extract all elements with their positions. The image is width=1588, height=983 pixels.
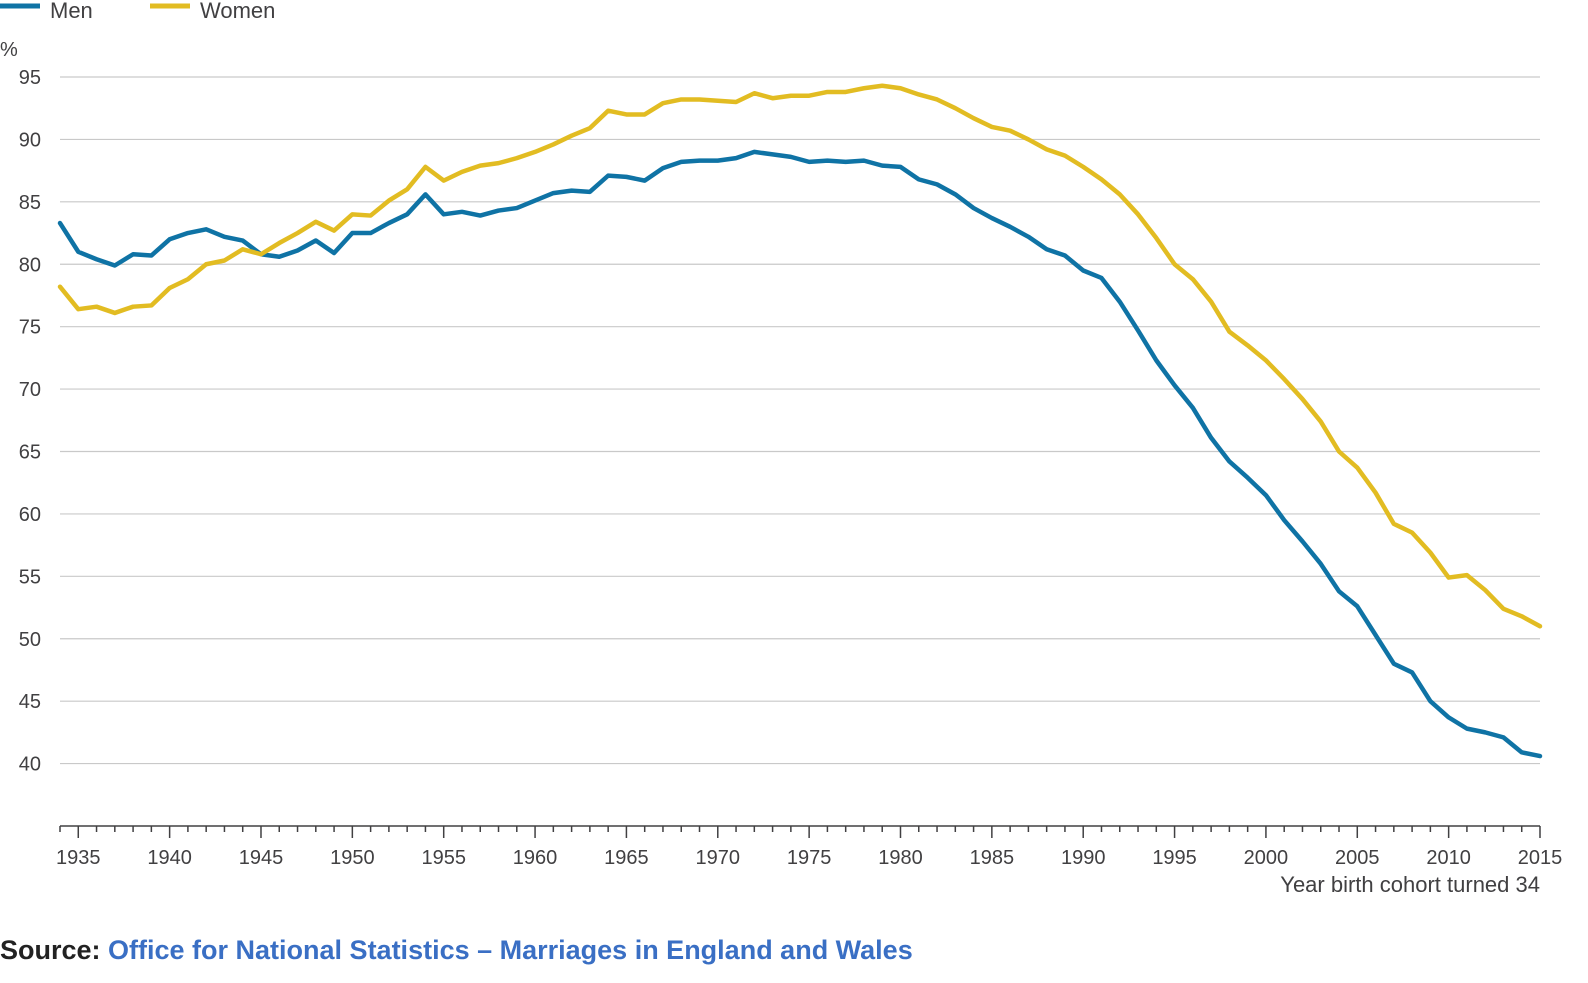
x-axis-title: Year birth cohort turned 34 [1280,872,1540,897]
y-tick-label: 60 [19,504,41,526]
x-tick-label: 2015 [1518,847,1563,869]
x-tick-label: 1950 [330,847,375,869]
x-tick-label: 1970 [696,847,741,869]
series-line-men [57,149,1543,759]
x-tick-label: 1940 [147,847,192,869]
legend-label-men: Men [50,0,93,23]
legend: Men Women [0,0,275,23]
x-tick-label: 1960 [513,847,558,869]
x-tick-label: 1955 [421,847,466,869]
x-tick-label: 1995 [1152,847,1197,869]
series-lines [57,83,1543,759]
x-tick-label: 1990 [1061,847,1106,869]
y-tick-label: 65 [19,442,41,464]
gridlines [60,76,1540,765]
y-axis-unit-label: % [0,39,18,61]
y-tick-label: 70 [19,379,41,401]
y-tick-label: 40 [19,754,41,776]
y-tick-label: 75 [19,317,41,339]
x-tick-label: 2010 [1426,847,1471,869]
y-tick-label: 80 [19,254,41,276]
line-chart: Men Women % 40 45 50 55 60 65 70 75 80 85 90 95 1935… [0,0,1563,897]
x-tick-label: 2005 [1335,847,1380,869]
y-tick-label: 45 [19,691,41,713]
source-credit: Source: Office for National Statistics –… [0,935,913,966]
source-prefix: Source: [0,935,109,965]
x-tick-label: 2000 [1244,847,1289,869]
x-tick-label: 1980 [878,847,923,869]
x-tick-label: 1985 [970,847,1015,869]
y-tick-label: 50 [19,629,41,651]
x-tick-label: 1965 [604,847,649,869]
x-tick-label: 1945 [239,847,284,869]
x-axis: 1935 1940 1945 1950 1955 1960 1965 1970 1975 1980… [56,825,1563,869]
legend-label-women: Women [200,0,275,23]
source-link[interactable]: Office for National Statistics – Marriag… [108,935,913,965]
y-tick-label: 95 [19,67,41,89]
y-tick-label: 55 [19,566,41,588]
y-tick-label: 90 [19,129,41,151]
series-line-women [57,83,1543,629]
y-axis-ticks: 40 45 50 55 60 65 70 75 80 85 90 95 [19,67,41,776]
x-tick-label: 1935 [56,847,101,869]
y-tick-label: 85 [19,192,41,214]
x-tick-label: 1975 [787,847,832,869]
